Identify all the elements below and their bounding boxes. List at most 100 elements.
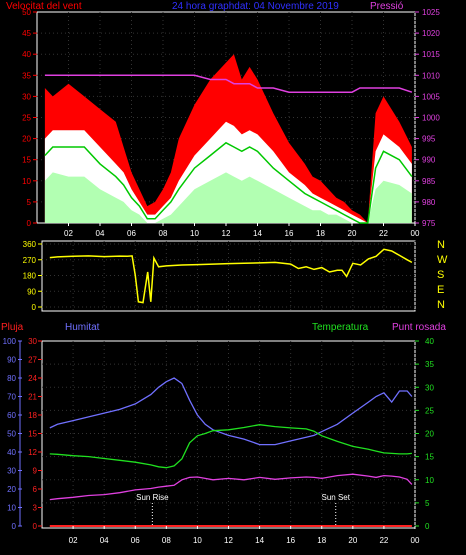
humidity-tick-label: 30 xyxy=(7,467,16,476)
wind-tick-label: 40 xyxy=(22,50,31,59)
humidity-line xyxy=(49,377,413,446)
pressure-tick-label: 1020 xyxy=(422,29,440,38)
temperature-y-ticks: 0 5 10 15 20 25 30 35 40 xyxy=(415,337,434,531)
temperature-tick-label: 10 xyxy=(425,476,434,485)
humidity-label: Humitat xyxy=(65,322,100,333)
chart-title: 24 hora graphdat: 04 Novembre 2019 xyxy=(172,1,339,12)
temperature-label: Temperatura xyxy=(312,322,369,333)
rain-tick-label: 30 xyxy=(28,337,37,346)
pressure-tick-label: 1015 xyxy=(422,50,440,59)
x-tick-label: 06 xyxy=(131,536,140,545)
pressure-tick-label: 1025 xyxy=(422,8,440,17)
compass-label: N xyxy=(437,299,445,311)
pressure-tick-label: 1000 xyxy=(422,114,440,123)
temperature-tick-label: 30 xyxy=(425,383,434,392)
dewpoint-label: Punt rosada xyxy=(392,322,446,333)
wind-high-area xyxy=(44,121,412,223)
x-tick-label: 00 xyxy=(411,229,420,238)
temperature-tick-label: 15 xyxy=(425,453,434,462)
x-tick-label: 00 xyxy=(411,536,420,545)
direction-tick-label: 0 xyxy=(32,303,37,312)
sun-markers: Sun Rise Sun Set xyxy=(136,493,351,526)
humidity-tick-label: 70 xyxy=(7,393,16,402)
pressure-line xyxy=(44,74,413,93)
humidity-tick-label: 60 xyxy=(7,411,16,420)
pressure-tick-label: 975 xyxy=(422,219,436,228)
direction-plot-frame xyxy=(41,240,416,312)
direction-series xyxy=(49,248,413,304)
wind-tick-label: 5 xyxy=(27,198,32,207)
wind-y-ticks: 0 5 10 15 20 25 30 35 40 45 50 xyxy=(22,8,37,228)
x-tick-label: 18 xyxy=(317,536,326,545)
wind-tick-label: 50 xyxy=(22,8,31,17)
rain-tick-label: 3 xyxy=(33,504,38,513)
wind-average-line xyxy=(44,141,413,224)
dewpoint-line xyxy=(49,473,413,501)
humidity-tick-label: 20 xyxy=(7,485,16,494)
temperature-tick-label: 40 xyxy=(425,337,434,346)
x-tick-label: 04 xyxy=(96,229,105,238)
x-tick-label: 16 xyxy=(285,229,294,238)
rain-tick-label: 6 xyxy=(33,485,38,494)
pressure-tick-label: 980 xyxy=(422,198,436,207)
wind-tick-label: 30 xyxy=(22,92,31,101)
humidity-tick-label: 90 xyxy=(7,356,16,365)
x-tick-label: 18 xyxy=(316,229,325,238)
x-tick-label: 02 xyxy=(64,229,73,238)
climate-plot-frame xyxy=(41,340,416,529)
x-tick-label: 12 xyxy=(224,536,233,545)
x-tick-label: 12 xyxy=(222,229,231,238)
x-tick-label: 20 xyxy=(348,229,357,238)
wind-series xyxy=(44,54,413,224)
wind-tick-label: 25 xyxy=(22,114,31,123)
direction-tick-label: 360 xyxy=(23,240,37,249)
pressure-tick-label: 985 xyxy=(422,177,436,186)
x-tick-label: 16 xyxy=(286,536,295,545)
humidity-tick-label: 10 xyxy=(7,504,16,513)
rain-tick-label: 15 xyxy=(28,430,37,439)
rain-tick-label: 12 xyxy=(28,448,37,457)
compass-label: W xyxy=(437,254,448,266)
x-tick-label: 10 xyxy=(190,229,199,238)
wind-x-ticks: 02 04 06 08 10 12 14 16 18 20 22 00 xyxy=(64,223,420,238)
pressure-y-ticks: 975 980 985 990 995 1000 1005 1010 1015 1020 1025 xyxy=(415,8,440,228)
temperature-tick-label: 20 xyxy=(425,430,434,439)
wind-speed-label: Velocitat del vent xyxy=(6,1,82,12)
direction-tick-label: 90 xyxy=(27,287,36,296)
rain-y-ticks: 0 3 6 9 12 15 18 21 24 27 30 xyxy=(28,337,42,531)
direction-line xyxy=(49,248,413,304)
pressure-tick-label: 990 xyxy=(422,156,436,165)
x-tick-label: 08 xyxy=(159,229,168,238)
x-tick-label: 22 xyxy=(379,229,388,238)
direction-tick-label: 180 xyxy=(23,272,37,281)
climate-x-ticks: 02 04 06 08 10 12 14 16 18 20 22 00 xyxy=(69,526,420,545)
rain-tick-label: 9 xyxy=(33,467,38,476)
wind-tick-label: 45 xyxy=(22,29,31,38)
sunset-marker-label: Sun Set xyxy=(322,493,351,502)
direction-tick-label: 270 xyxy=(23,256,37,265)
wind-tick-label: 10 xyxy=(22,177,31,186)
temperature-tick-label: 25 xyxy=(425,406,434,415)
x-tick-label: 02 xyxy=(69,536,78,545)
wind-tick-label: 20 xyxy=(22,135,31,144)
x-tick-label: 06 xyxy=(127,229,136,238)
x-tick-label: 14 xyxy=(255,536,264,545)
rain-label: Pluja xyxy=(1,322,24,333)
x-tick-label: 22 xyxy=(379,536,388,545)
compass-label: S xyxy=(437,269,444,281)
rain-tick-label: 24 xyxy=(28,374,37,383)
humidity-tick-label: 100 xyxy=(3,337,17,346)
humidity-tick-label: 50 xyxy=(7,430,16,439)
wind-panel: Velocitat del vent 24 hora graphdat: 04 … xyxy=(6,1,440,238)
compass-label: N xyxy=(437,239,445,251)
temperature-tick-label: 35 xyxy=(425,360,434,369)
pressure-tick-label: 1005 xyxy=(422,92,440,101)
humidity-tick-label: 0 xyxy=(12,522,17,531)
pressure-label: Pressió xyxy=(370,1,404,12)
wind-tick-label: 15 xyxy=(22,156,31,165)
wind-tick-label: 35 xyxy=(22,71,31,80)
pressure-tick-label: 995 xyxy=(422,135,436,144)
x-tick-label: 10 xyxy=(193,536,202,545)
